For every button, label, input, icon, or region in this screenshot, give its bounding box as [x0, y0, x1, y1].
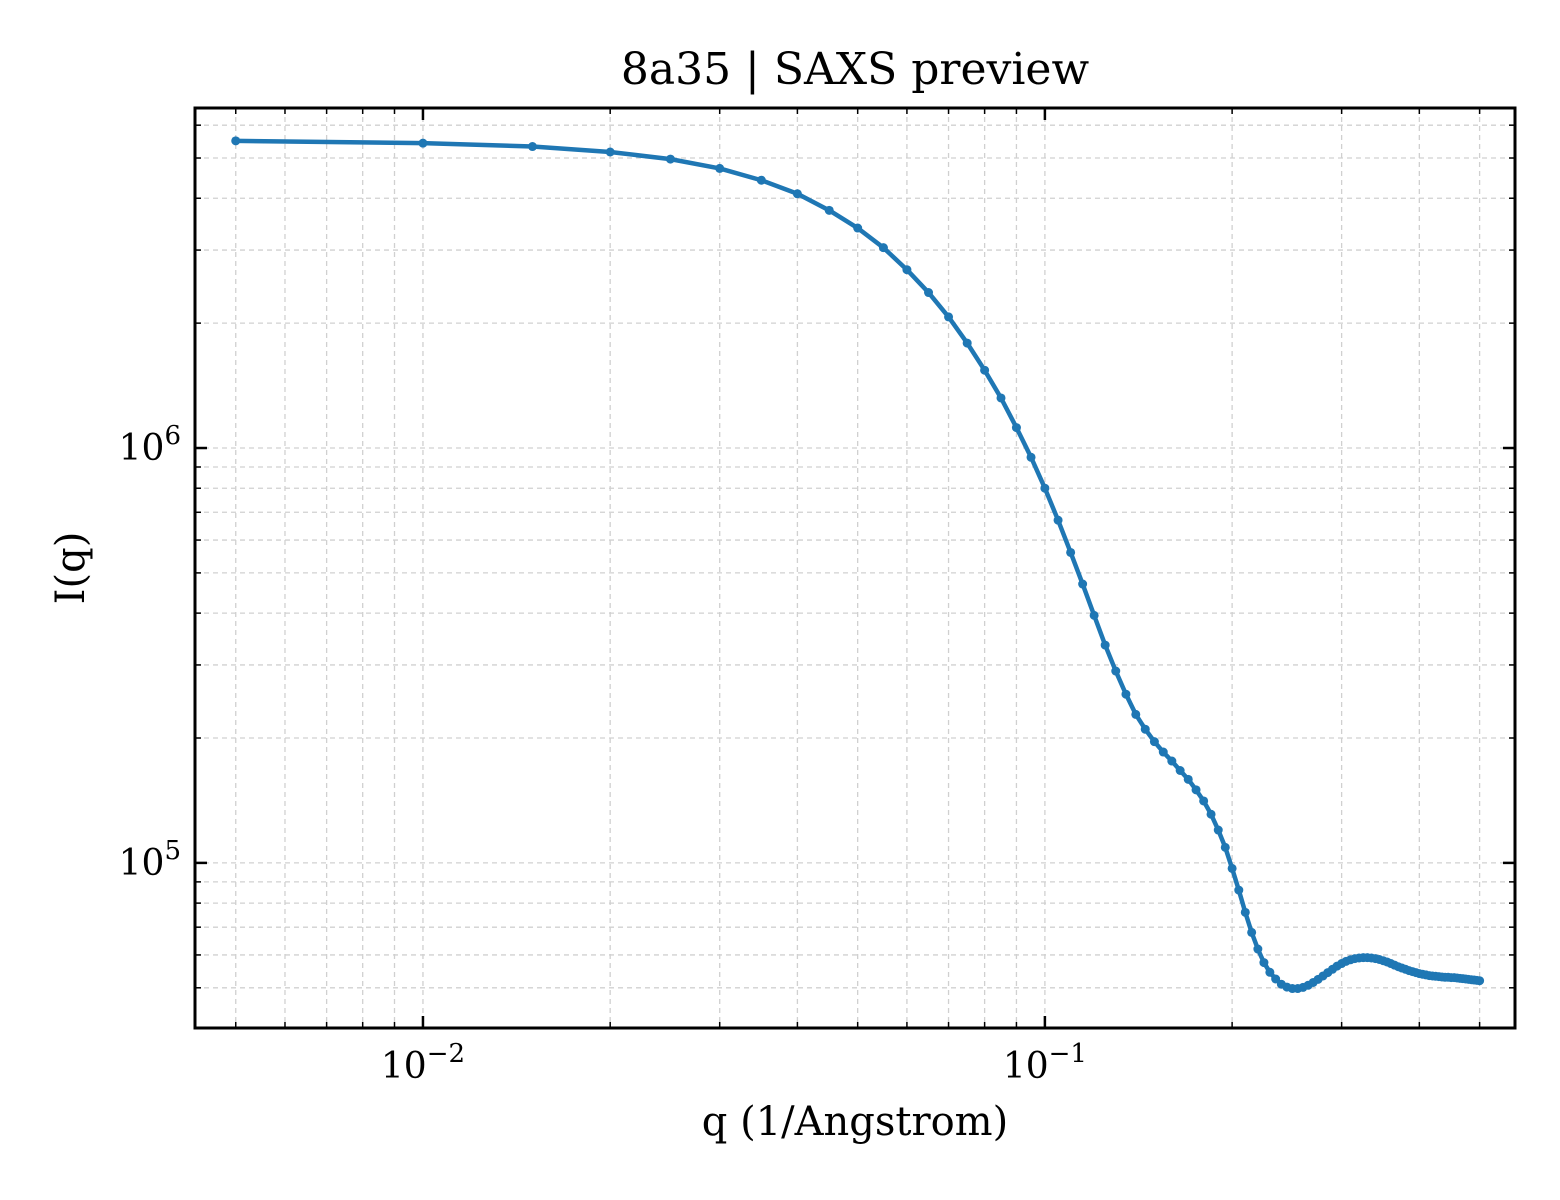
x-axis-label: q (1/Angstrom) [702, 1099, 1008, 1145]
data-point [792, 189, 802, 199]
data-point [1066, 547, 1076, 557]
data-point [418, 138, 428, 148]
y-tick-label: 106 [119, 421, 181, 469]
data-point [1011, 423, 1021, 433]
data-point [1234, 885, 1244, 895]
data-point [1131, 709, 1141, 719]
y-tick-label: 105 [119, 836, 181, 884]
chart-title: 8a35 | SAXS preview [621, 44, 1090, 95]
data-point [1271, 974, 1281, 984]
y-axis-label: I(q) [48, 532, 94, 605]
plot-frame [193, 106, 1517, 1030]
data-point [1140, 724, 1150, 734]
data-point [1206, 809, 1216, 819]
x-tick-label: 10−1 [1003, 1039, 1087, 1087]
data-point [1191, 785, 1201, 795]
series-layer [231, 136, 1485, 994]
data-point [756, 175, 766, 185]
data-point [1111, 666, 1121, 676]
data-point [1265, 967, 1275, 977]
data-point [1259, 958, 1269, 968]
data-point [944, 312, 954, 322]
data-point [1183, 774, 1193, 784]
data-point [1121, 689, 1131, 699]
tick-labels: 10−2 10−1 105 106 [119, 421, 1087, 1087]
data-point [1475, 976, 1485, 986]
data-point [1175, 766, 1185, 775]
data-point [665, 154, 675, 164]
data-point [1240, 907, 1250, 917]
data-point [1247, 927, 1257, 937]
x-tick-label: 10−2 [381, 1039, 465, 1087]
data-point [1026, 452, 1036, 462]
data-point [1227, 863, 1237, 873]
data-point [980, 365, 990, 375]
data-point [1053, 515, 1063, 525]
data-point [924, 288, 934, 298]
data-point [962, 338, 972, 348]
data-point [1100, 640, 1110, 650]
data-point [1149, 737, 1159, 747]
data-point [1253, 944, 1263, 954]
axis-ticks [195, 108, 1515, 1029]
data-point [902, 265, 912, 275]
data-point [1040, 483, 1050, 493]
data-point [527, 142, 537, 152]
data-point [1158, 747, 1168, 757]
data-point [1089, 610, 1099, 620]
data-point [996, 393, 1006, 403]
data-point [1167, 756, 1177, 766]
data-point [1199, 796, 1209, 806]
data-point [605, 147, 615, 157]
data-point [853, 223, 863, 233]
data-point [1220, 842, 1230, 852]
data-point [715, 163, 725, 173]
data-point [231, 136, 241, 146]
data-point [1078, 579, 1088, 589]
data-point [878, 243, 888, 253]
data-point [1213, 825, 1223, 835]
data-point [824, 205, 834, 215]
